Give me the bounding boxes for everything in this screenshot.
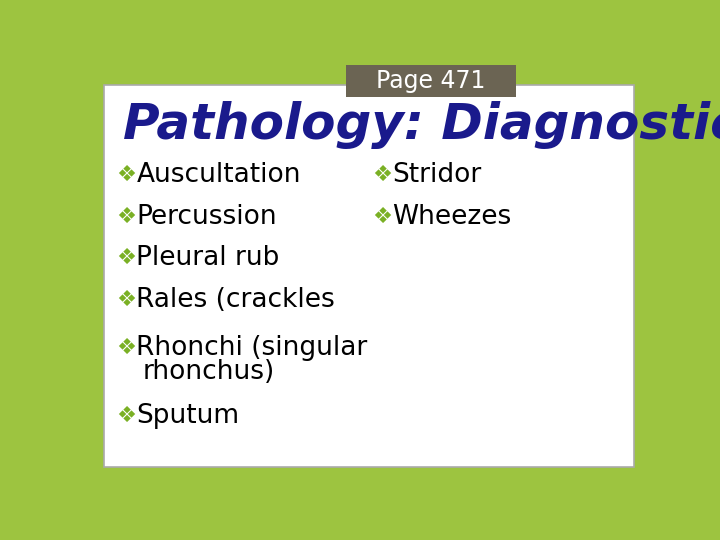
Text: Rhonchi (singular: Rhonchi (singular	[137, 335, 368, 361]
Text: ❖: ❖	[117, 290, 136, 310]
Text: ❖: ❖	[372, 165, 392, 185]
Text: ❖: ❖	[372, 207, 392, 227]
Text: Pleural rub: Pleural rub	[137, 245, 280, 271]
Text: Stridor: Stridor	[392, 162, 482, 188]
Text: ❖: ❖	[117, 248, 136, 268]
Text: rhonchus): rhonchus)	[143, 360, 275, 386]
Text: Percussion: Percussion	[137, 204, 277, 230]
Text: Wheezes: Wheezes	[392, 204, 511, 230]
FancyBboxPatch shape	[346, 65, 516, 97]
Text: ❖: ❖	[117, 207, 136, 227]
Text: ❖: ❖	[117, 406, 136, 426]
Text: Sputum: Sputum	[137, 403, 240, 429]
Text: Pathology: Diagnostic Terms: Pathology: Diagnostic Terms	[122, 101, 720, 149]
Text: Rales (crackles: Rales (crackles	[137, 287, 336, 313]
Text: ❖: ❖	[117, 165, 136, 185]
Text: Page 471: Page 471	[377, 69, 486, 93]
FancyBboxPatch shape	[104, 85, 634, 467]
Text: Auscultation: Auscultation	[137, 162, 301, 188]
Text: ❖: ❖	[117, 338, 136, 357]
